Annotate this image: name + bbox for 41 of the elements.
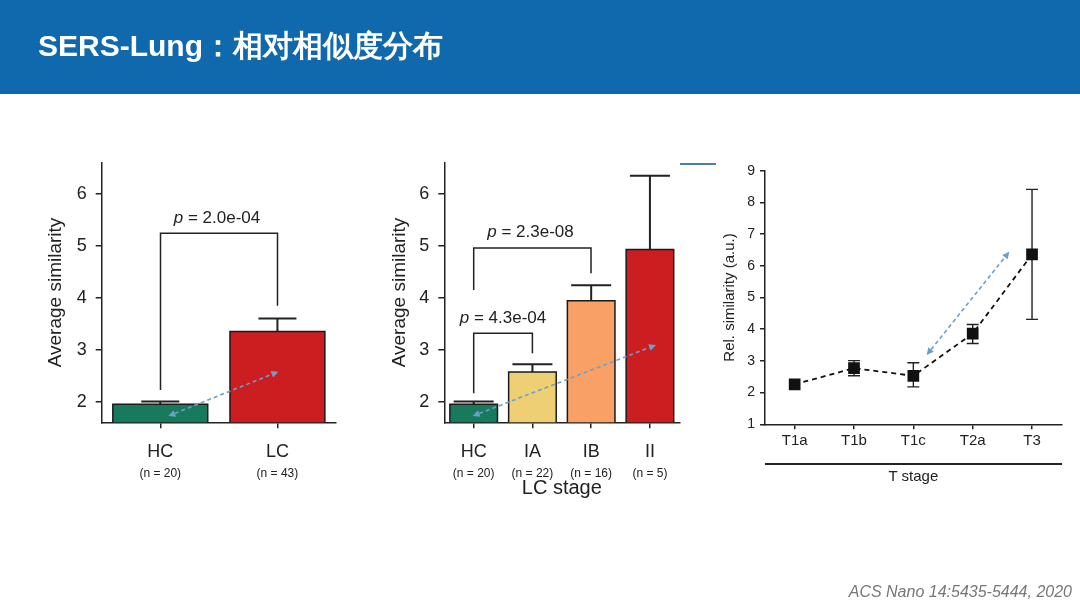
- x-tick-label: LC (n = 43): [256, 440, 299, 480]
- x-tick-label: T3: [1023, 430, 1041, 448]
- x-axis-title: T stage: [888, 466, 939, 484]
- x-tick-label: T2a: [959, 430, 987, 448]
- text: SERS-Lung：相对相似度分布: [38, 28, 443, 64]
- y-tick-label: 2: [419, 390, 430, 411]
- y-tick-label: 1: [747, 415, 756, 432]
- y-axis-title: Average similarity: [388, 217, 410, 368]
- y-tick-label: 5: [419, 234, 430, 255]
- x-tick-label: II (n = 5): [632, 440, 668, 480]
- x-tick-label: HC (n = 20): [452, 440, 495, 480]
- y-tick-label: 2: [747, 383, 756, 400]
- annotation: p = 2.0e-04: [172, 208, 261, 228]
- y-tick-label: 8: [747, 193, 756, 210]
- x-tick-label: T1b: [841, 430, 867, 448]
- y-tick-label: 3: [76, 338, 87, 359]
- y-tick-label: 2: [76, 390, 87, 411]
- y-tick-label: 4: [747, 320, 756, 337]
- point: [788, 378, 801, 391]
- y-tick-label: 3: [419, 338, 430, 359]
- y-tick-label: 6: [419, 182, 430, 203]
- y-tick-label: 7: [747, 224, 756, 241]
- y-tick-label: 4: [76, 286, 87, 307]
- y-tick-label: 3: [747, 351, 756, 368]
- point: [1026, 248, 1038, 261]
- text: ACS Nano 14:5435-5444, 2020: [848, 582, 1072, 602]
- y-tick-label: 9: [747, 161, 756, 178]
- y-tick-label: 6: [76, 182, 87, 203]
- x-tick-label: T1c: [900, 430, 927, 448]
- x-tick-label: IB (n = 16): [570, 440, 613, 480]
- annotation: p = 2.3e-08: [486, 222, 574, 242]
- y-tick-label: 5: [747, 288, 756, 305]
- y-axis-title: Rel. similarity (a.u.): [720, 233, 738, 362]
- point: [907, 369, 920, 382]
- annotation: p = 4.3e-04: [458, 308, 547, 328]
- x-tick-label: T1a: [781, 430, 809, 448]
- y-tick-label: 6: [747, 256, 756, 273]
- y-tick-label: 5: [76, 234, 87, 255]
- y-axis-title: Average similarity: [43, 217, 65, 368]
- y-tick-label: 4: [419, 286, 430, 307]
- x-tick-label: HC (n = 20): [139, 440, 182, 480]
